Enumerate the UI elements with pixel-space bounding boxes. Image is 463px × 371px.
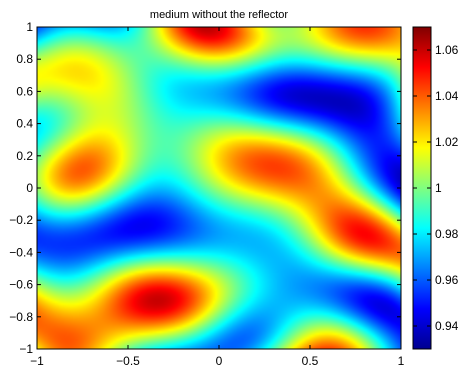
colorbar-tick-label: 1.04 bbox=[435, 89, 459, 103]
colorbar-tick-label: 1 bbox=[435, 181, 442, 195]
y-tick-label: −0.2 bbox=[9, 213, 33, 227]
x-tick-label: 0.5 bbox=[302, 354, 319, 368]
colorbar-tick-label: 1.02 bbox=[435, 135, 459, 149]
colorbar-tick-label: 0.96 bbox=[435, 273, 459, 287]
x-tick-label: −1 bbox=[30, 354, 44, 368]
x-tick-label: −0.5 bbox=[116, 354, 140, 368]
y-tick-label: −0.4 bbox=[9, 245, 33, 259]
y-tick-label: 1 bbox=[26, 20, 33, 34]
x-tick-label: 0 bbox=[216, 354, 223, 368]
y-tick-label: −1 bbox=[19, 342, 33, 356]
colorbar-tick-label: 0.98 bbox=[435, 227, 459, 241]
x-axis: −1 −0.5 0 0.5 1 bbox=[30, 27, 405, 368]
colorbar-tick-label: 0.94 bbox=[435, 319, 459, 333]
colorbar-axis: 0.94 0.96 0.98 1 1.02 1.04 1.06 bbox=[413, 43, 459, 333]
y-tick-label: 0.6 bbox=[16, 84, 33, 98]
y-tick-label: 0.8 bbox=[16, 52, 33, 66]
colorbar: 0.94 0.96 0.98 1 1.02 1.04 1.06 bbox=[412, 26, 459, 350]
y-tick-label: 0.4 bbox=[16, 117, 33, 131]
chart-title: medium without the reflector bbox=[150, 9, 289, 21]
x-tick-label: 1 bbox=[398, 354, 405, 368]
heatmap-area bbox=[36, 26, 402, 350]
y-tick-label: −0.6 bbox=[9, 278, 33, 292]
y-axis: −1 −0.8 −0.6 −0.4 −0.2 0 0.2 0.4 0.6 0.8 1 bbox=[9, 20, 401, 356]
colorbar-tick-label: 1.06 bbox=[435, 43, 459, 57]
y-tick-label: −0.8 bbox=[9, 310, 33, 324]
y-tick-label: 0 bbox=[26, 181, 33, 195]
heatmap-image bbox=[37, 27, 401, 349]
y-tick-label: 0.2 bbox=[16, 149, 33, 163]
